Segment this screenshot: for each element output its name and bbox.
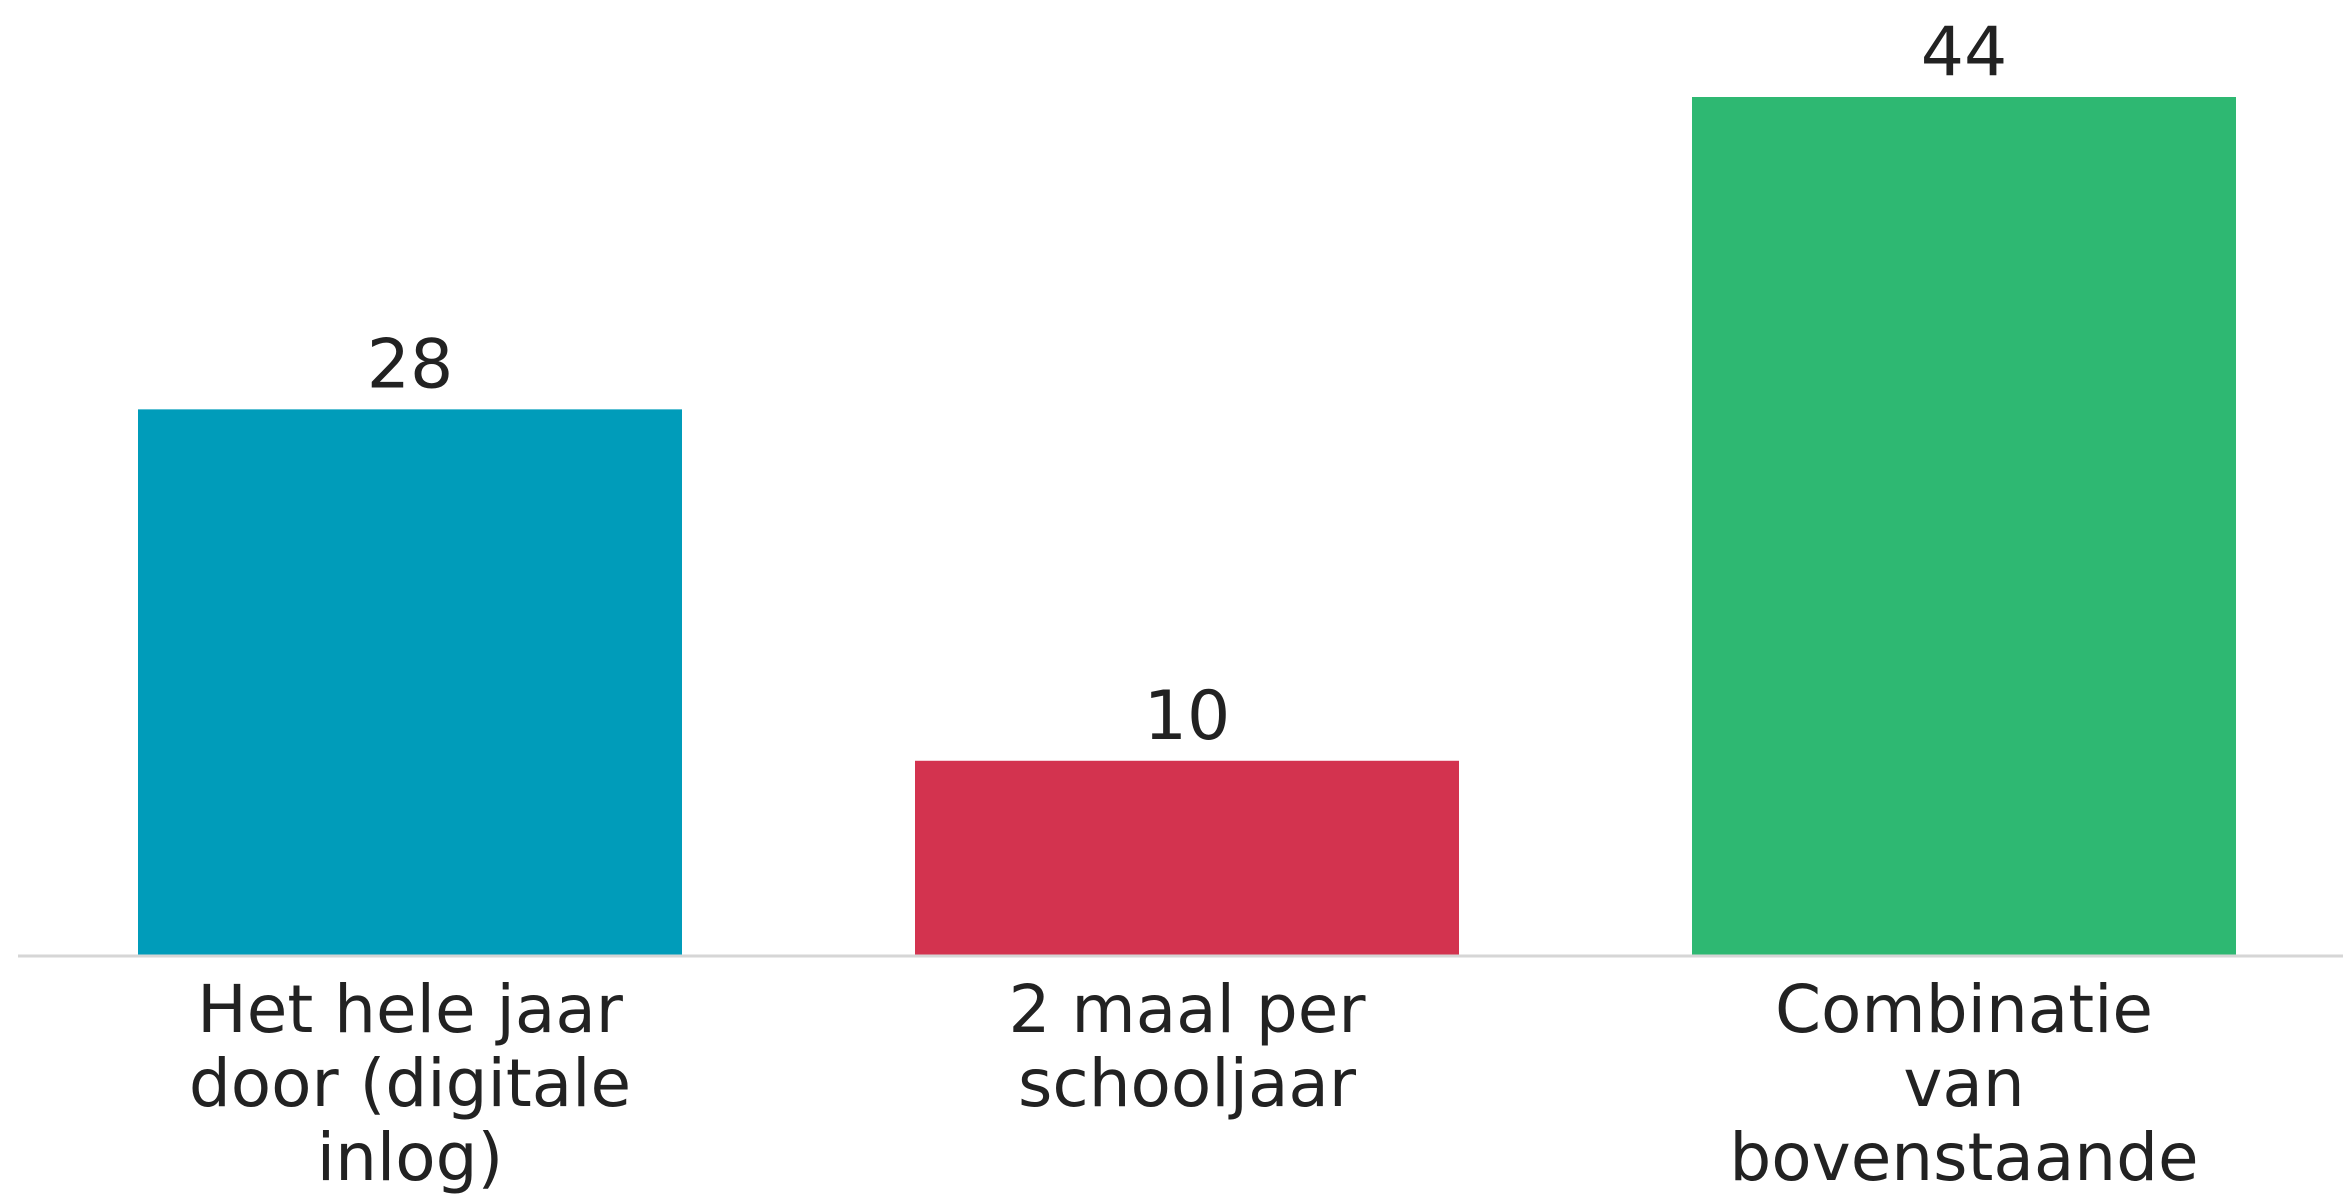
category-label-line: inlog) (317, 1119, 504, 1196)
category-label-3: Combinatie van bovenstaande (1729, 971, 2198, 1196)
category-label-line: schooljaar (1018, 1045, 1357, 1122)
category-label-line: door (digitale (189, 1045, 631, 1122)
category-label-line: van (1903, 1045, 2024, 1122)
value-labels-group: 28 10 44 (367, 13, 2008, 756)
category-label-line: Het hele jaar (197, 971, 624, 1048)
bar-1 (138, 409, 682, 956)
category-labels-group: Het hele jaar door (digitale inlog) 2 maal … (189, 971, 2199, 1196)
value-label-1: 28 (367, 325, 454, 404)
bar-3 (1692, 97, 2236, 956)
bar-2 (915, 760, 1459, 956)
category-label-line: 2 maal per (1008, 971, 1366, 1048)
category-label-1: Het hele jaar door (digitale inlog) (189, 971, 631, 1196)
category-label-line: Combinatie (1775, 971, 2153, 1048)
category-label-2: 2 maal per schooljaar (1008, 971, 1366, 1122)
value-label-2: 10 (1144, 677, 1231, 756)
category-label-line: bovenstaande (1729, 1119, 2198, 1196)
bars-group (138, 97, 2236, 956)
value-label-3: 44 (1921, 13, 2008, 92)
